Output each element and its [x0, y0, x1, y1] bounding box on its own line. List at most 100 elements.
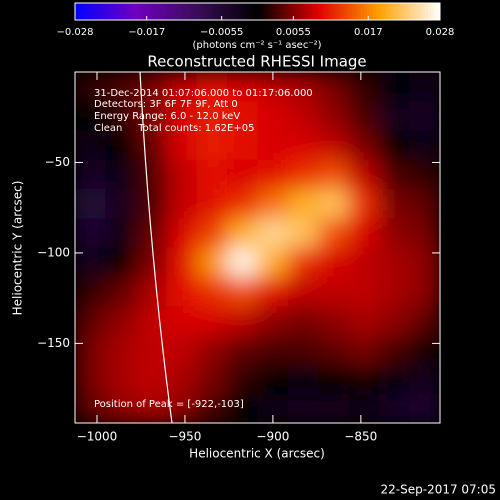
colorbar-swatch: [199, 3, 204, 20]
colorbar-swatch: [324, 3, 328, 20]
colorbar-swatch: [403, 3, 408, 20]
y-tick-label: −150: [37, 336, 70, 350]
colorbar-swatch: [363, 3, 368, 20]
colorbar-swatch: [111, 3, 116, 20]
colorbar-swatch: [433, 3, 438, 20]
colorbar-swatch: [230, 3, 234, 20]
colorbar-swatch: [418, 3, 423, 20]
heat-cell: [227, 72, 258, 102]
heat-cell: [287, 335, 319, 365]
heat-cell: [257, 247, 289, 278]
colorbar-swatch: [357, 3, 362, 20]
heat-cell: [257, 218, 289, 248]
heat-cell: [166, 306, 198, 336]
colorbar-swatch: [394, 3, 398, 20]
heat-cell: [409, 247, 440, 278]
heat-cell: [257, 364, 289, 395]
heat-cell: [318, 101, 350, 131]
colorbar-swatch: [351, 3, 356, 20]
heat-cell: [257, 276, 289, 307]
heat-cell: [409, 72, 440, 102]
colorbar-swatch: [327, 3, 331, 20]
colorbar-swatch: [99, 3, 103, 20]
colorbar-swatch: [239, 3, 243, 20]
colorbar-swatch: [75, 3, 79, 20]
colorbar-swatch: [96, 3, 100, 20]
colorbar-swatch: [272, 3, 277, 20]
heat-cell: [75, 276, 106, 307]
heat-cell: [257, 306, 289, 336]
colorbar-swatch: [409, 3, 414, 20]
colorbar-tick-label: −0.0055: [200, 27, 243, 38]
heat-cell: [135, 247, 167, 278]
heatmap: [75, 72, 440, 423]
heat-cell: [135, 130, 167, 161]
colorbar-swatch: [354, 3, 359, 20]
colorbar-swatch: [254, 3, 258, 20]
colorbar-swatch: [114, 3, 119, 20]
colorbar-swatch: [245, 3, 249, 20]
heat-cell: [379, 101, 411, 131]
heat-cell: [287, 306, 319, 336]
colorbar-swatch: [126, 3, 131, 20]
colorbar-swatch: [406, 3, 411, 20]
heat-cell: [348, 159, 380, 190]
x-tick-label: −850: [344, 430, 377, 444]
colorbar-swatch: [424, 3, 429, 20]
heat-cell: [409, 130, 440, 161]
x-tick-label: −900: [256, 430, 289, 444]
heat-cell: [135, 159, 167, 190]
colorbar-swatch: [309, 3, 313, 20]
heat-cell: [75, 218, 106, 248]
colorbar-frame: [74, 2, 441, 21]
colorbar-swatch: [135, 3, 140, 20]
heat-cell: [227, 364, 258, 395]
heat-cell: [105, 101, 137, 131]
colorbar-swatch: [330, 3, 335, 20]
heat-cell: [227, 130, 258, 161]
colorbar-swatch: [163, 3, 167, 20]
colorbar-swatch: [373, 3, 377, 20]
heat-cell: [379, 159, 411, 190]
heat-cell: [409, 101, 440, 131]
heat-cell: [227, 247, 258, 278]
heat-cell: [348, 218, 380, 248]
heat-cell: [379, 72, 411, 102]
colorbar-swatch: [108, 3, 112, 20]
heat-cell: [287, 218, 319, 248]
x-axis-label: Heliocentric X (arcsec): [189, 447, 325, 461]
peak-label: Position of Peak = [-922,-103]: [94, 399, 244, 410]
colorbar-swatch: [263, 3, 268, 20]
heat-cell: [379, 306, 411, 336]
colorbar-swatch: [412, 3, 417, 20]
heat-cell: [348, 72, 380, 102]
colorbar-swatch: [120, 3, 125, 20]
colorbar-swatch: [421, 3, 426, 20]
heat-cell: [135, 276, 167, 307]
heat-cell: [348, 393, 380, 423]
heat-cell: [257, 130, 289, 161]
heat-cell: [379, 247, 411, 278]
heat-cell: [166, 247, 198, 278]
heat-cell: [318, 218, 350, 248]
heat-cell: [318, 276, 350, 307]
heat-cell: [348, 276, 380, 307]
colorbar-swatch: [233, 3, 237, 20]
heat-cell: [318, 364, 350, 395]
heat-cell: [166, 218, 198, 248]
annotation: Energy Range: 6.0 - 12.0 keV: [94, 111, 240, 122]
colorbar-swatch: [339, 3, 344, 20]
heat-cell: [409, 335, 440, 365]
heat-cell: [105, 393, 137, 423]
colorbar-swatch: [187, 3, 192, 20]
heat-cell: [287, 72, 319, 102]
colorbar-swatch: [430, 3, 435, 20]
heat-cell: [166, 130, 198, 161]
heat-cell: [196, 335, 228, 365]
colorbar-swatch: [87, 3, 91, 20]
heat-cell: [227, 101, 258, 131]
colorbar-swatch: [196, 3, 201, 20]
colorbar-swatch: [157, 3, 161, 20]
heat-cell: [287, 159, 319, 190]
